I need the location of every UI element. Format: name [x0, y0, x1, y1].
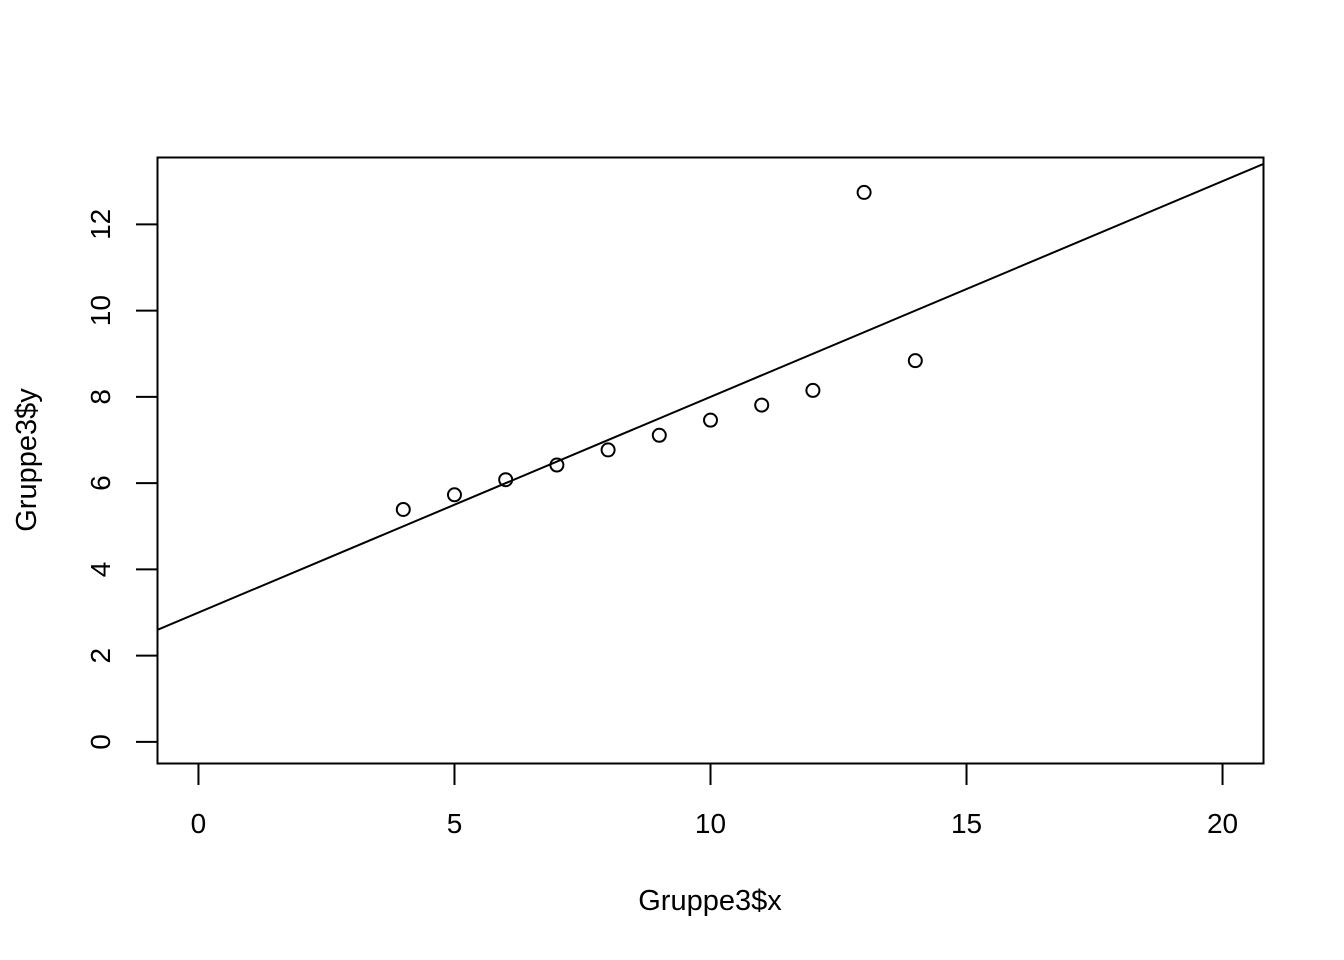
x-tick-label: 15 [951, 808, 982, 839]
data-point [907, 353, 923, 369]
x-tick-label: 5 [447, 808, 463, 839]
data-point [446, 487, 462, 503]
data-point [754, 397, 770, 413]
data-point [600, 442, 616, 458]
x-tick-label: 10 [695, 808, 726, 839]
data-point [498, 472, 514, 488]
y-tick-label: 2 [85, 648, 116, 664]
data-point [395, 501, 411, 517]
y-tick-label: 6 [85, 475, 116, 491]
y-tick-label: 12 [85, 209, 116, 240]
y-tick-label: 8 [85, 389, 116, 405]
data-point [856, 184, 872, 200]
y-axis: 0 2 4 6 8 10 12 [85, 209, 159, 750]
y-tick-label: 0 [85, 734, 116, 750]
regression-line [157, 163, 1264, 631]
x-axis-title: Gruppe3$x [638, 885, 782, 917]
x-tick-label: 0 [191, 808, 207, 839]
data-point [651, 427, 667, 443]
y-axis-title: Gruppe3$y [11, 388, 43, 532]
y-tick-label: 4 [85, 562, 116, 578]
x-tick-label: 20 [1207, 808, 1238, 839]
data-point [703, 412, 718, 428]
plot-area [157, 163, 1264, 631]
data-point [805, 382, 821, 398]
x-axis: 0 5 10 15 20 [191, 762, 1238, 839]
y-tick-label: 10 [85, 295, 116, 326]
data-point [549, 457, 565, 473]
plot-frame [156, 156, 1265, 765]
